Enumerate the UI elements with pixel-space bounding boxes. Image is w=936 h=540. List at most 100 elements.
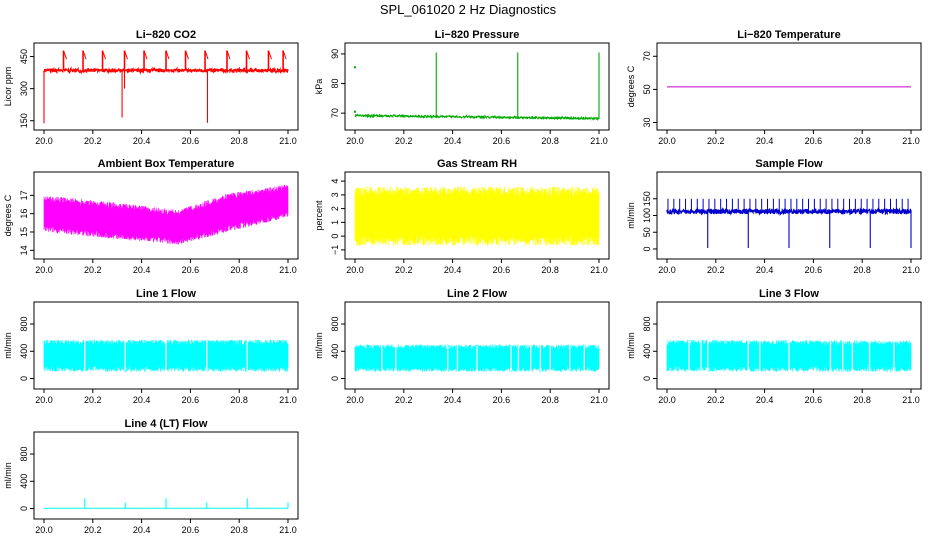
gas-stream-rh-plot-frame — [344, 171, 610, 260]
li820-co2-spike-tail — [165, 50, 170, 60]
li820-temperature-ylabel: degrees C — [626, 65, 636, 107]
line-3-flow-xtick-label: 20.0 — [658, 395, 676, 405]
li820-temperature-plot-frame — [656, 42, 922, 131]
ambient-box-temperature-xtick-label: 20.8 — [230, 265, 248, 275]
li820-co2-ylabel: Licor ppm — [3, 67, 13, 107]
line-4-lt-flow-title: Line 4 (LT) Flow — [125, 418, 208, 430]
li820-pressure-plot-frame — [344, 42, 610, 131]
li820-pressure-xtick-label: 21.0 — [590, 136, 608, 146]
figure-title: SPL_061020 2 Hz Diagnostics — [379, 2, 557, 17]
line-1-flow-ytick-label: 800 — [19, 317, 29, 332]
gas-stream-rh-ytick-label: 3 — [330, 192, 340, 197]
li820-pressure-xtick-label: 20.4 — [444, 136, 462, 146]
li820-pressure-panel: Li−820 Pressure kPa 20.0 20.2 20.4 20.6 20.8 21… — [314, 29, 610, 146]
li820-co2-panel: Li−820 CO2 Licor ppm 20.0 20.2 20.4 20.6 20.8 2… — [3, 29, 299, 146]
ambient-box-temperature-xtick-label: 20.0 — [35, 265, 53, 275]
sample-flow-xtick-label: 20.6 — [805, 265, 823, 275]
li820-temperature-ytick-label: 30 — [642, 118, 652, 128]
line-3-flow-xtick-label: 20.2 — [707, 395, 725, 405]
li820-pressure-point — [354, 110, 356, 113]
line-1-flow-plot-frame — [33, 301, 299, 390]
li820-co2-spike-tail — [124, 50, 128, 60]
li820-temperature-panel: Li−820 Temperature degrees C 20.0 20.2 20.4 2… — [626, 29, 922, 146]
li820-co2-spike-tail — [268, 50, 272, 60]
li820-co2-ytick-label: 150 — [19, 113, 29, 128]
line-3-flow-ytick-label: 800 — [642, 317, 652, 332]
gas-stream-rh-ytick-label: 2 — [330, 206, 340, 211]
line-1-flow-xtick-label: 20.2 — [84, 395, 102, 405]
line-1-flow-panel: Line 1 Flow ml/min 20.0 20.2 20.4 20.6 20.8 21.… — [3, 288, 299, 405]
sample-flow-xtick-label: 20.2 — [707, 265, 725, 275]
sample-flow-ytick-label: 50 — [642, 227, 652, 237]
li820-pressure-xtick-label: 20.2 — [395, 136, 413, 146]
line-3-flow-xtick-label: 20.6 — [805, 395, 823, 405]
line-1-flow-xtick-label: 20.6 — [182, 395, 200, 405]
li820-pressure-ytick-label: 70 — [330, 108, 340, 118]
li820-co2-title: Li−820 CO2 — [136, 29, 196, 41]
li820-co2-spike-tail — [185, 50, 189, 60]
line-2-flow-ylabel: ml/min — [314, 332, 324, 359]
li820-temperature-ytick-label: 70 — [642, 51, 652, 61]
li820-co2-spike-tail — [282, 50, 287, 60]
li820-co2-xtick-label: 20.0 — [35, 136, 53, 146]
gas-stream-rh-ytick-label: −1 — [330, 245, 340, 255]
gas-stream-rh-xtick-label: 20.6 — [493, 265, 511, 275]
ambient-box-temperature-xtick-label: 20.6 — [182, 265, 200, 275]
li820-pressure-ylabel: kPa — [314, 79, 324, 95]
li820-temperature-xtick-label: 21.0 — [902, 136, 920, 146]
line-4-lt-flow-xtick-label: 21.0 — [279, 525, 297, 535]
ambient-box-temperature-ytick-label: 16 — [19, 209, 29, 219]
li820-co2-spike-tail — [143, 50, 148, 60]
line-2-flow-xtick-label: 20.4 — [444, 395, 462, 405]
line-2-flow-panel: Line 2 Flow ml/min 20.0 20.2 20.4 20.6 20.8 21.… — [314, 288, 610, 405]
li820-pressure-series-line — [354, 113, 600, 121]
li820-temperature-xtick-label: 20.0 — [658, 136, 676, 146]
sample-flow-xtick-label: 20.8 — [853, 265, 871, 275]
line-4-lt-flow-ytick-label: 400 — [19, 474, 29, 489]
line-4-lt-flow-xtick-label: 20.6 — [182, 525, 200, 535]
line-3-flow-xtick-label: 20.4 — [756, 395, 774, 405]
line-1-flow-ytick-label: 400 — [19, 344, 29, 359]
line-4-lt-flow-panel: Line 4 (LT) Flow ml/min 20.0 20.2 20.4 20.6 20… — [3, 418, 299, 535]
li820-co2-xtick-label: 20.4 — [133, 136, 151, 146]
gas-stream-rh-xtick-label: 21.0 — [590, 265, 608, 275]
sample-flow-ytick-label: 0 — [642, 246, 652, 251]
sample-flow-ylabel: ml/min — [626, 202, 636, 229]
li820-co2-spike-tail — [82, 50, 87, 60]
line-4-lt-flow-plot-frame — [33, 431, 299, 520]
li820-co2-xtick-label: 21.0 — [279, 136, 297, 146]
sample-flow-panel: Sample Flow ml/min 20.0 20.2 20.4 20.6 20.8 21.… — [626, 158, 922, 275]
li820-temperature-title: Li−820 Temperature — [737, 29, 840, 41]
line-2-flow-xtick-label: 20.8 — [541, 395, 559, 405]
li820-temperature-xtick-label: 20.4 — [756, 136, 774, 146]
gas-stream-rh-title: Gas Stream RH — [437, 158, 517, 170]
li820-pressure-xtick-label: 20.8 — [541, 136, 559, 146]
line-1-flow-ylabel: ml/min — [3, 332, 13, 359]
ambient-box-temperature-xtick-label: 20.4 — [133, 265, 151, 275]
line-2-flow-ytick-label: 0 — [330, 376, 340, 381]
line-1-flow-ytick-label: 0 — [19, 376, 29, 381]
line-3-flow-ytick-label: 0 — [642, 376, 652, 381]
line-4-lt-flow-ytick-label: 0 — [19, 506, 29, 511]
li820-pressure-title: Li−820 Pressure — [435, 29, 520, 41]
gas-stream-rh-ytick-label: 4 — [330, 179, 340, 184]
gas-stream-rh-series-line — [354, 186, 600, 246]
line-1-flow-xtick-label: 20.0 — [35, 395, 53, 405]
line-3-flow-xtick-label: 21.0 — [902, 395, 920, 405]
gas-stream-rh-panel: Gas Stream RH percent 20.0 20.2 20.4 20.6 20.8… — [314, 158, 610, 275]
li820-pressure-point — [354, 66, 356, 69]
gas-stream-rh-ytick-label: 1 — [330, 220, 340, 225]
ambient-box-temperature-ytick-label: 14 — [19, 245, 29, 255]
line-1-flow-title: Line 1 Flow — [136, 288, 196, 300]
ambient-box-temperature-xtick-label: 21.0 — [279, 265, 297, 275]
li820-co2-plot-frame — [33, 42, 299, 131]
li820-pressure-xtick-label: 20.6 — [493, 136, 511, 146]
ambient-box-temperature-ytick-label: 17 — [19, 190, 29, 200]
ambient-box-temperature-ytick-label: 15 — [19, 227, 29, 237]
li820-co2-spike-tail — [204, 50, 209, 60]
line-4-lt-flow-xtick-label: 20.0 — [35, 525, 53, 535]
gas-stream-rh-ytick-label: 0 — [330, 234, 340, 239]
line-4-lt-flow-ytick-label: 800 — [19, 447, 29, 462]
gas-stream-rh-xtick-label: 20.4 — [444, 265, 462, 275]
line-2-flow-title: Line 2 Flow — [447, 288, 507, 300]
